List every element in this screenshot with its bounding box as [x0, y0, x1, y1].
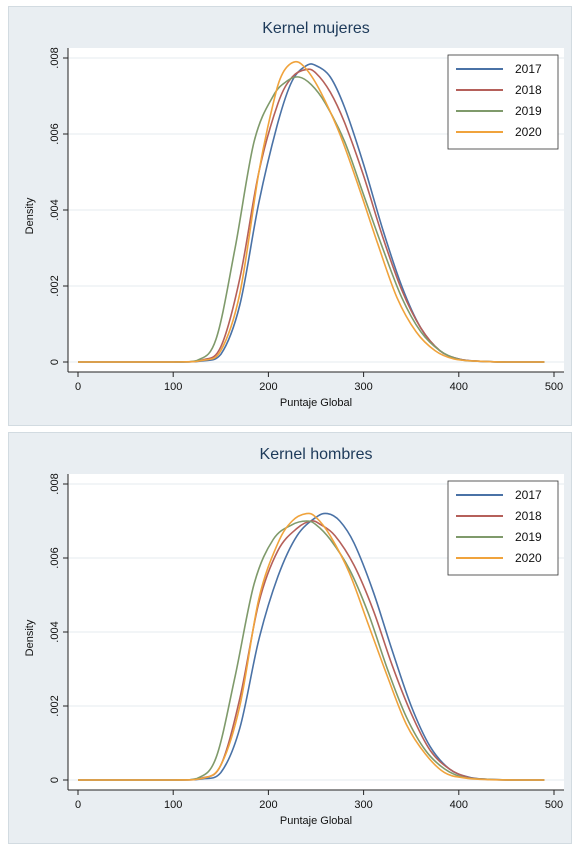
chart-0-title: Kernel mujeres [262, 20, 370, 37]
chart-0-y-tick-label: .008 [49, 47, 61, 68]
chart-0-series-line-2020 [78, 60, 545, 363]
chart-0-y-tick-label: .006 [49, 123, 61, 144]
kernel-mujeres-chart: Kernel mujeres 0 .002 .004 .006 .008 0 100 200 30… [24, 20, 564, 409]
chart-1-y-tick-label: .002 [49, 695, 61, 716]
chart-1-y-tick-label: 0 [49, 777, 61, 783]
chart-0-series-line-2019 [78, 76, 545, 363]
chart-0-x-axis-label: Puntaje Global [280, 397, 352, 409]
chart-1-legend-label-2017: 2017 [515, 488, 542, 502]
chart-1-x-tick-label: 200 [259, 799, 277, 811]
chart-1-y-axis-label: Density [24, 619, 36, 656]
chart-1-legend [447, 480, 559, 576]
chart-1-title: Kernel hombres [260, 446, 373, 463]
chart-1-y-tick-label: .008 [49, 473, 61, 494]
chart-0-x-tick-label: 0 [75, 381, 81, 393]
chart-0-y-axis-label: Density [24, 197, 36, 234]
chart-0-y-tick-label: .004 [49, 199, 61, 220]
chart-panel-hombres: Kernel hombres 0 .002 .004 .006 .008 0 100 200 30… [8, 432, 572, 844]
chart-1-legend-label-2020: 2020 [515, 551, 542, 565]
chart-1-x-tick-label: 500 [545, 799, 563, 811]
chart-1-y-tick-label: .004 [49, 621, 61, 642]
chart-0-legend [447, 54, 559, 150]
chart-0-legend-label-2019: 2019 [515, 104, 542, 118]
kernel-hombres-chart: Kernel hombres 0 .002 .004 .006 .008 0 100 200 30… [24, 446, 564, 827]
chart-0-legend-label-2017: 2017 [515, 62, 542, 76]
chart-0-y-tick-label: .002 [49, 275, 61, 296]
chart-1-x-tick-label: 0 [75, 799, 81, 811]
chart-1-legend-label-2019: 2019 [515, 530, 542, 544]
chart-1-x-tick-label: 100 [164, 799, 182, 811]
chart-0-x-tick-label: 200 [259, 381, 277, 393]
chart-0-legend-label-2020: 2020 [515, 125, 542, 139]
chart-0-x-tick-label: 400 [450, 381, 468, 393]
chart-1-series-line-2019 [77, 520, 545, 781]
chart-0-x-tick-label: 500 [545, 381, 563, 393]
chart-1-x-tick-label: 400 [450, 799, 468, 811]
chart-0-x-tick-label: 100 [164, 381, 182, 393]
chart-1-legend-label-2018: 2018 [515, 509, 542, 523]
chart-1-y-tick-label: .006 [49, 547, 61, 568]
chart-1-x-axis-label: Puntaje Global [280, 815, 352, 827]
chart-panel-mujeres: Kernel mujeres 0 .002 .004 .006 .008 0 100 200 30… [8, 6, 572, 426]
chart-1-x-tick-label: 300 [354, 799, 372, 811]
chart-0-legend-label-2018: 2018 [515, 83, 542, 97]
chart-0-x-tick-label: 300 [354, 381, 372, 393]
chart-0-y-tick-label: 0 [49, 359, 61, 365]
chart-1-series-line-2020 [77, 512, 545, 781]
